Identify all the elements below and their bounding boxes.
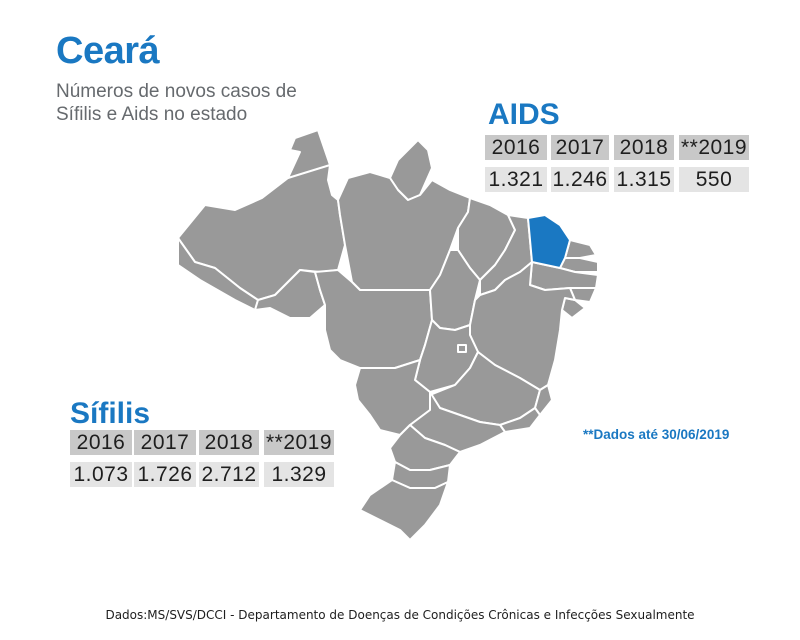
sifilis-year-2018: 2018 bbox=[199, 430, 259, 455]
aids-title: AIDS bbox=[488, 98, 560, 131]
brazil-states bbox=[177, 129, 599, 541]
aids-year-2016: 2016 bbox=[485, 135, 547, 160]
subtitle-line-2: Sífilis e Aids no estado bbox=[56, 104, 248, 125]
state-roraima bbox=[287, 129, 331, 179]
source-credit: Dados:MS/SVS/DCCI - Departamento de Doen… bbox=[105, 608, 695, 622]
sifilis-value-2019: 1.329 bbox=[264, 462, 334, 487]
state-ceara bbox=[527, 214, 571, 269]
page-subtitle: Números de novos casos de Sífilis e Aids… bbox=[56, 80, 297, 126]
state-espirito-santo bbox=[534, 384, 553, 416]
state-rio-grande-do-sul bbox=[359, 479, 449, 541]
sifilis-year-2017: 2017 bbox=[134, 430, 196, 455]
aids-year-2017: 2017 bbox=[551, 135, 609, 160]
sifilis-year-2019: **2019 bbox=[264, 430, 334, 455]
sifilis-value-2017: 1.726 bbox=[134, 462, 196, 487]
aids-year-2018: 2018 bbox=[614, 135, 674, 160]
aids-year-2019: **2019 bbox=[679, 135, 749, 160]
page-title: Ceará bbox=[56, 30, 160, 72]
aids-value-2019: 550 bbox=[679, 167, 749, 192]
footnote: **Dados até 30/06/2019 bbox=[583, 427, 730, 442]
aids-value-2018: 1.315 bbox=[614, 167, 674, 192]
sifilis-title: Sífilis bbox=[70, 397, 151, 430]
sifilis-value-2016: 1.073 bbox=[70, 462, 132, 487]
aids-value-2017: 1.246 bbox=[551, 167, 609, 192]
subtitle-line-1: Números de novos casos de bbox=[56, 81, 297, 102]
aids-value-2016: 1.321 bbox=[485, 167, 547, 192]
sifilis-year-2016: 2016 bbox=[70, 430, 132, 455]
state-distrito-federal bbox=[457, 344, 467, 353]
sifilis-value-2018: 2.712 bbox=[199, 462, 259, 487]
